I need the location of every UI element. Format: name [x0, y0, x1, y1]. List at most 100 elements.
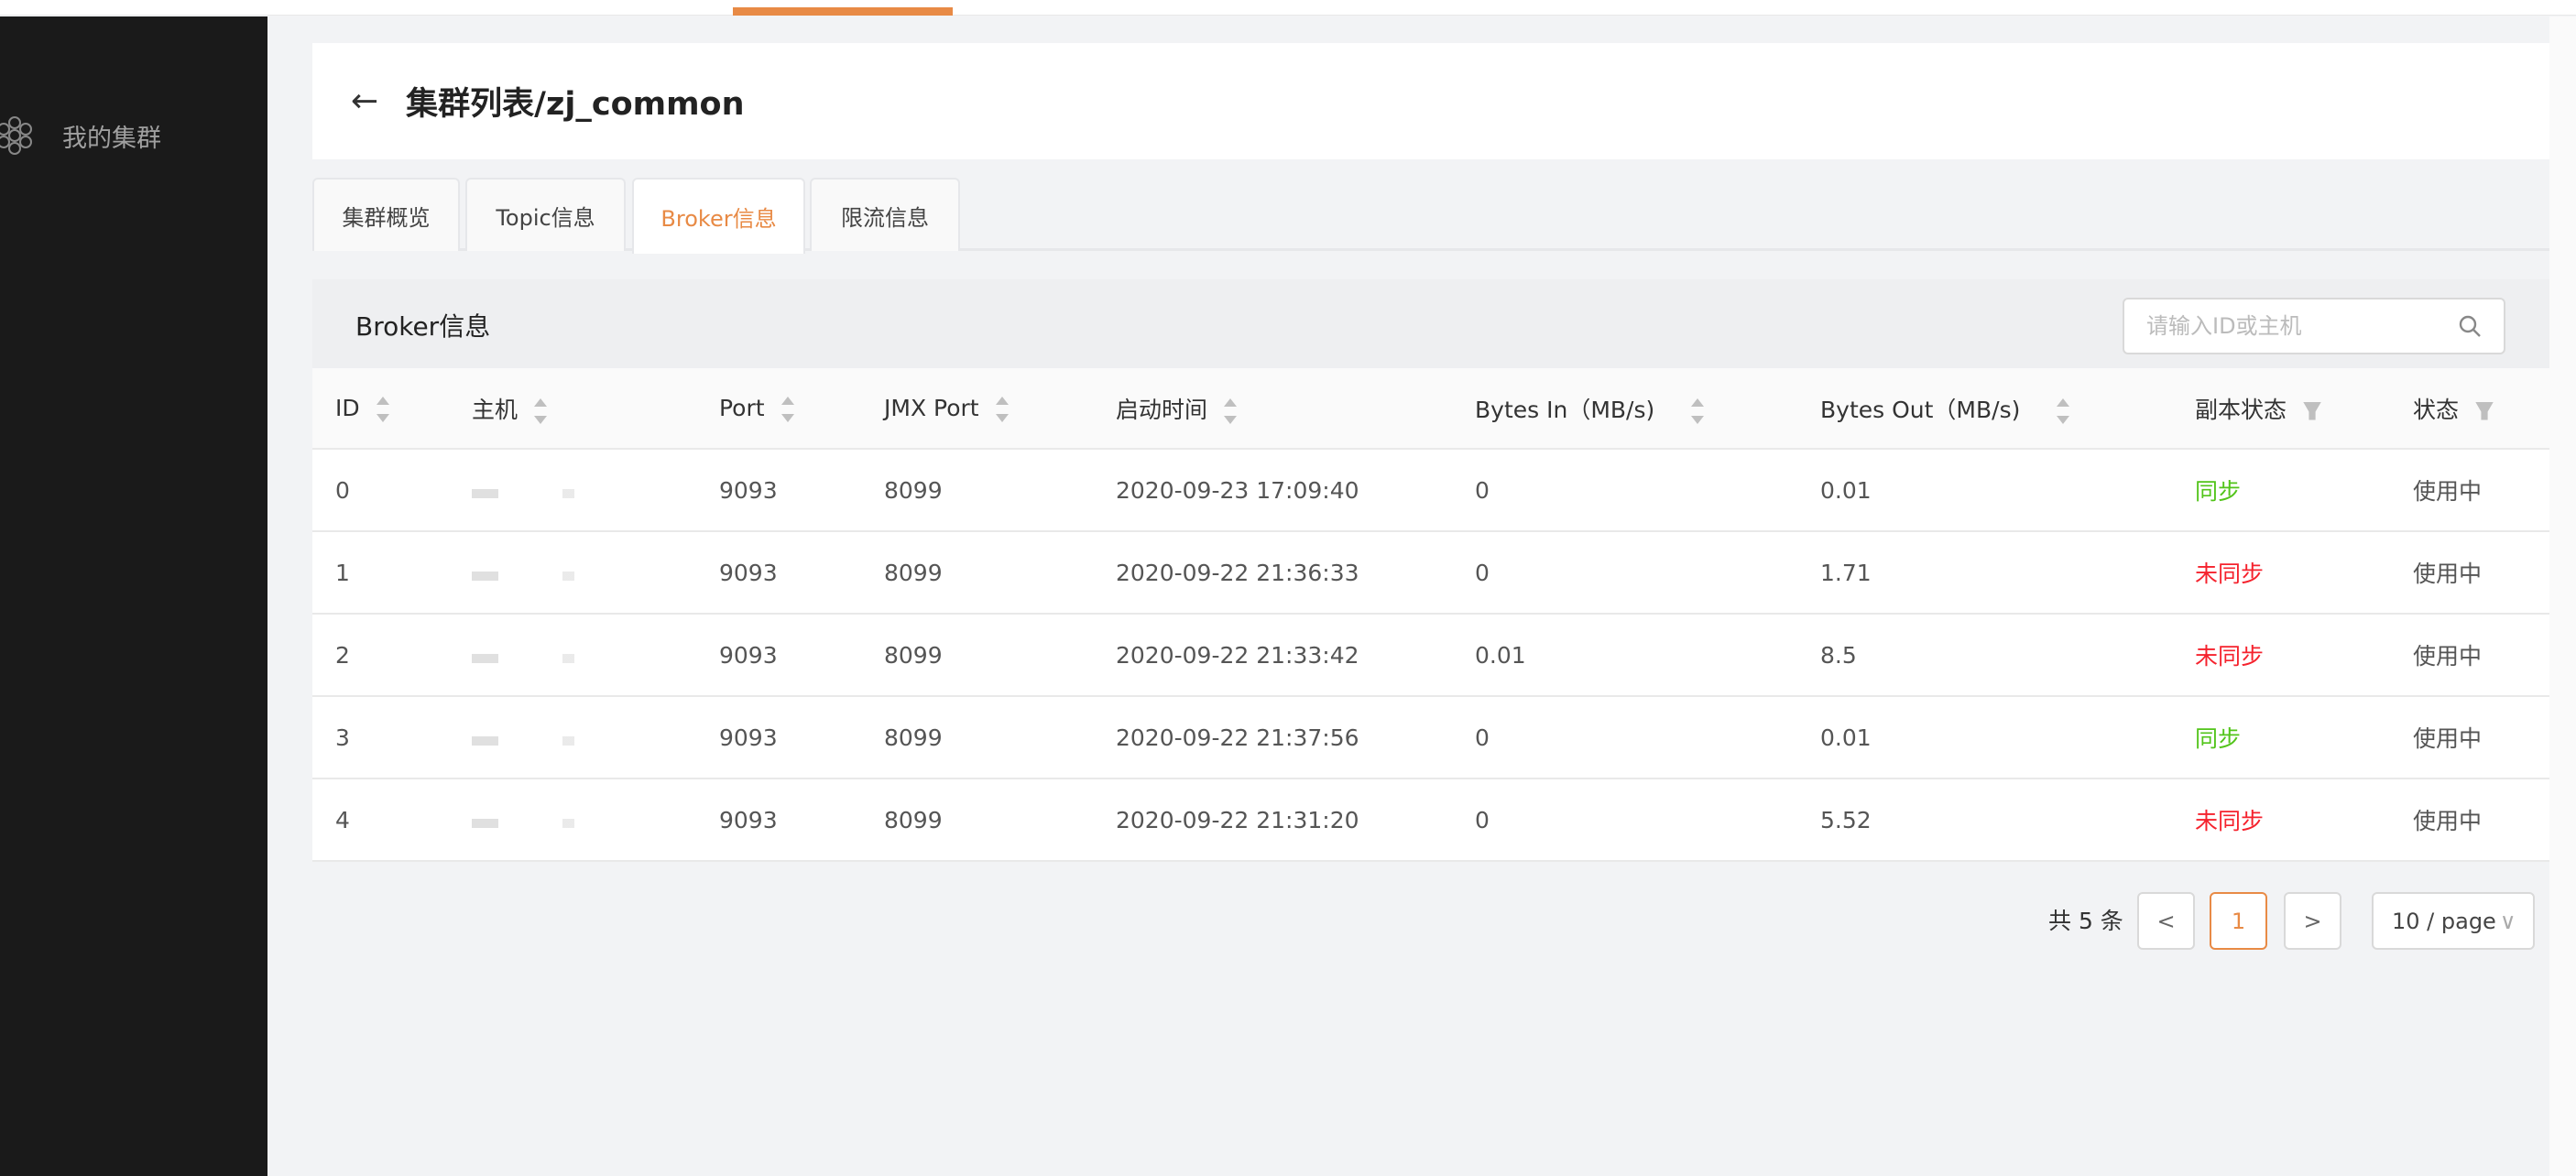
- sort-icon[interactable]: [780, 396, 794, 422]
- table-row: 3 9093 8099 2020-09-22 21:37:56 0 0.01 同步 使用中: [312, 696, 2549, 779]
- column-label: Bytes In（MB/s): [1475, 396, 1655, 423]
- cell-bytes-in: 0.01: [1475, 641, 1526, 669]
- pagination-next-button[interactable]: >: [2284, 892, 2341, 950]
- pagination-prev-button[interactable]: <: [2137, 892, 2195, 950]
- column-header-bytes-in[interactable]: Bytes In（MB/s): [1475, 368, 1820, 449]
- column-header-host[interactable]: 主机: [472, 368, 719, 449]
- cell-jmx-port: 8099: [884, 641, 943, 669]
- cell-jmx-port: 8099: [884, 559, 943, 586]
- cell-bytes-out: 0.01: [1820, 724, 1872, 751]
- cell-bytes-in: 0: [1475, 806, 1490, 833]
- cluster-hexagon-icon: [0, 116, 32, 155]
- cell-host: [472, 696, 719, 779]
- sort-icon[interactable]: [2057, 397, 2070, 424]
- cell-port: 9093: [719, 559, 778, 586]
- host-redacted: [472, 571, 618, 581]
- filter-icon[interactable]: [2475, 401, 2494, 420]
- host-redacted: [472, 653, 618, 663]
- cell-bytes-in: 0: [1475, 724, 1490, 751]
- table-header-row: ID 主机 Port JMX Port 启动时间 Bytes In（MB/s) …: [312, 368, 2549, 449]
- top-nav-active-indicator: [733, 7, 953, 16]
- column-label: JMX Port: [884, 394, 979, 421]
- cell-status: 使用中: [2413, 478, 2483, 505]
- broker-table: ID 主机 Port JMX Port 启动时间 Bytes In（MB/s) …: [312, 368, 2549, 862]
- cell-status: 使用中: [2413, 643, 2483, 670]
- page-header: ← 集群列表/zj_common: [312, 43, 2549, 159]
- tab-throttle-info[interactable]: 限流信息: [810, 178, 960, 251]
- column-header-id[interactable]: ID: [312, 368, 472, 449]
- cell-status: 使用中: [2413, 725, 2483, 752]
- cell-start-time: 2020-09-22 21:37:56: [1116, 724, 1359, 751]
- sort-icon[interactable]: [534, 397, 548, 424]
- column-header-replica-status[interactable]: 副本状态: [2195, 368, 2413, 449]
- cell-id: 1: [335, 559, 350, 586]
- cell-host: [472, 449, 719, 531]
- arrow-left-icon[interactable]: ←: [351, 82, 379, 120]
- search-input[interactable]: [2146, 313, 2458, 339]
- cell-host: [472, 779, 719, 861]
- host-redacted: [472, 735, 618, 746]
- cell-bytes-out: 5.52: [1820, 806, 1872, 833]
- cell-start-time: 2020-09-23 17:09:40: [1116, 476, 1359, 504]
- column-label: 副本状态: [2195, 396, 2287, 423]
- column-header-status[interactable]: 状态: [2413, 368, 2549, 449]
- cell-jmx-port: 8099: [884, 806, 943, 833]
- cell-start-time: 2020-09-22 21:31:20: [1116, 806, 1359, 833]
- cell-bytes-in: 0: [1475, 476, 1490, 504]
- cell-jmx-port: 8099: [884, 724, 943, 751]
- column-header-bytes-out[interactable]: Bytes Out（MB/s): [1820, 368, 2195, 449]
- page-title: 集群列表/zj_common: [406, 86, 745, 123]
- cell-start-time: 2020-09-22 21:36:33: [1116, 559, 1359, 586]
- column-header-port[interactable]: Port: [719, 368, 884, 449]
- pagination-page-1[interactable]: 1: [2210, 892, 2267, 950]
- page-size-select[interactable]: 10 / page ∨: [2372, 892, 2535, 950]
- cell-host: [472, 531, 719, 614]
- sidebar-item-label: 我的集群: [62, 124, 161, 153]
- top-nav-bar: [0, 0, 2576, 16]
- cell-jmx-port: 8099: [884, 476, 943, 504]
- cell-replica-status: 未同步: [2195, 808, 2265, 834]
- cell-id: 2: [335, 641, 350, 669]
- column-label: 主机: [472, 396, 518, 423]
- page-size-value: 10 / page: [2392, 908, 2496, 934]
- cell-bytes-in: 0: [1475, 559, 1490, 586]
- panel-title: Broker信息: [355, 311, 491, 342]
- column-header-start-time[interactable]: 启动时间: [1116, 368, 1475, 449]
- cell-id: 3: [335, 724, 350, 751]
- column-label: ID: [335, 394, 360, 421]
- column-label: Port: [719, 394, 765, 421]
- host-redacted: [472, 818, 618, 828]
- tab-topic-info[interactable]: Topic信息: [465, 178, 626, 251]
- pagination-total: 共 5 条: [2048, 908, 2123, 934]
- table-row: 1 9093 8099 2020-09-22 21:36:33 0 1.71 未同步 使用中: [312, 531, 2549, 614]
- sort-icon[interactable]: [1691, 397, 1705, 424]
- sort-icon[interactable]: [1224, 397, 1238, 424]
- tab-broker-info[interactable]: Broker信息: [632, 178, 805, 254]
- cell-replica-status: 同步: [2195, 725, 2242, 752]
- tab-bar: 集群概览 Topic信息 Broker信息 限流信息: [312, 178, 2549, 254]
- sidebar-item-my-clusters[interactable]: 我的集群: [0, 108, 267, 163]
- cell-port: 9093: [719, 641, 778, 669]
- cell-replica-status: 同步: [2195, 478, 2242, 505]
- cell-id: 0: [335, 476, 350, 504]
- cell-status: 使用中: [2413, 561, 2483, 587]
- column-header-jmx-port[interactable]: JMX Port: [884, 368, 1116, 449]
- cell-replica-status: 未同步: [2195, 643, 2265, 670]
- column-label: 启动时间: [1116, 396, 1208, 423]
- cell-start-time: 2020-09-22 21:33:42: [1116, 641, 1359, 669]
- sidebar: 我的集群: [0, 16, 267, 1176]
- sort-icon[interactable]: [376, 396, 389, 422]
- panel-header: Broker信息: [312, 279, 2549, 368]
- cell-bytes-out: 0.01: [1820, 476, 1872, 504]
- table-row: 0 9093 8099 2020-09-23 17:09:40 0 0.01 同步 使用中: [312, 449, 2549, 531]
- host-redacted: [472, 488, 618, 498]
- cell-replica-status: 未同步: [2195, 561, 2265, 587]
- column-label: 状态: [2413, 396, 2460, 423]
- sort-icon[interactable]: [995, 396, 1009, 422]
- filter-icon[interactable]: [2303, 401, 2322, 420]
- cell-host: [472, 614, 719, 696]
- search-icon[interactable]: [2458, 314, 2482, 338]
- tab-cluster-overview[interactable]: 集群概览: [312, 178, 460, 251]
- search-box[interactable]: [2123, 298, 2505, 354]
- table-row: 2 9093 8099 2020-09-22 21:33:42 0.01 8.5 未同步 使用…: [312, 614, 2549, 696]
